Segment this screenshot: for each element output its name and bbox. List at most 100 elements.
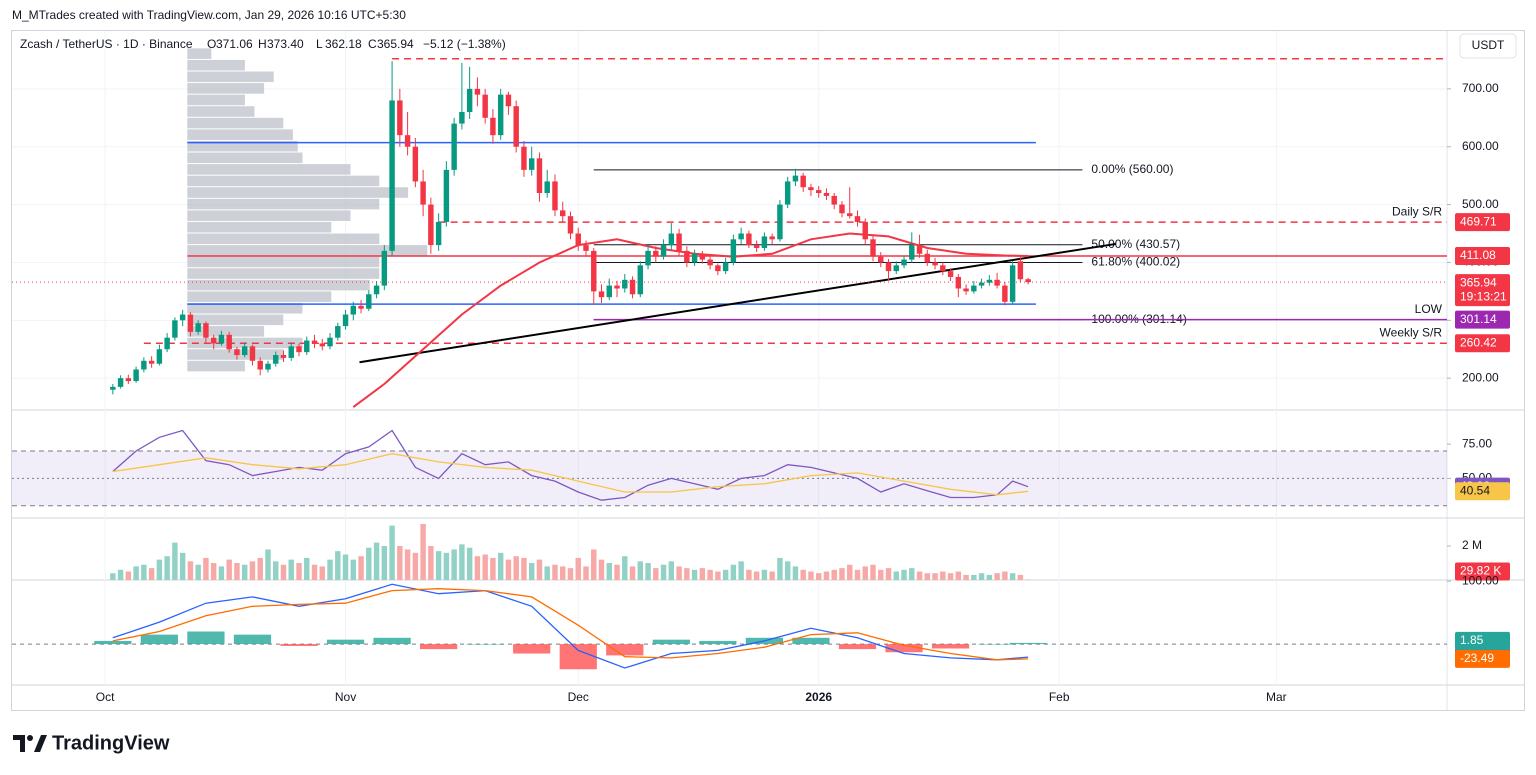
candle-body [164, 337, 170, 350]
y-tick-label: 200.00 [1462, 370, 1499, 384]
volume-bar [226, 559, 232, 580]
candle-body [916, 245, 923, 254]
histogram-bar [513, 644, 551, 654]
rsi-pane [12, 429, 1447, 507]
y-tick-label: 75.00 [1462, 436, 1492, 450]
ohlc-key: L [316, 37, 323, 51]
candle-body [335, 326, 341, 338]
candle-body [878, 256, 884, 263]
candle-body [179, 314, 186, 321]
volume-bar [505, 559, 512, 580]
volume-profile-bar [187, 279, 370, 291]
histogram-bar [606, 644, 644, 656]
volume-bar [1017, 574, 1024, 580]
indicator-line [112, 588, 1029, 661]
candle-body [459, 112, 465, 124]
volume-bar [381, 546, 388, 580]
volume-bar [629, 566, 636, 580]
volume-profile-bar [187, 360, 245, 372]
ohlc-value: 371.06 [216, 37, 253, 51]
volume-bar [901, 569, 907, 580]
trendline [359, 242, 1116, 364]
volume-bar [885, 568, 892, 580]
volume-bar [513, 556, 519, 580]
volume-profile-bar [187, 233, 380, 245]
last-price-tag: 365.94 [1460, 275, 1497, 289]
price-tag-bg [1455, 247, 1510, 266]
volume-bar [699, 568, 706, 580]
currency-button[interactable] [1459, 33, 1517, 59]
x-tick-label: 2026 [805, 690, 832, 704]
candle-body [753, 245, 760, 248]
candle-body [513, 106, 519, 147]
volume-bar [234, 563, 240, 580]
volume-bar [544, 566, 550, 580]
histogram-tag: 1.85 [1460, 633, 1484, 647]
volume-profile-bar [187, 314, 284, 326]
volume-bar [823, 571, 830, 580]
candle-body [1009, 265, 1016, 302]
volume-bar [777, 557, 783, 580]
volume-bar [342, 554, 349, 580]
candle-body [327, 337, 333, 347]
indicator-tag-bg [1455, 482, 1510, 501]
candle-body [800, 175, 806, 188]
candle-body [536, 158, 543, 194]
candle-body [606, 285, 612, 298]
histogram-bar [792, 637, 830, 645]
x-tick-label: Mar [1266, 690, 1287, 704]
candle-body [847, 213, 853, 217]
candle-body [730, 239, 737, 263]
x-tick-label: Dec [568, 690, 589, 704]
volume-profile-bar [187, 302, 303, 314]
volume-bar [435, 551, 442, 580]
candle-body [1025, 279, 1031, 283]
volume-bar [1025, 579, 1031, 580]
volume-bar [304, 557, 310, 580]
candle-body [653, 250, 659, 257]
volume-bar [940, 571, 946, 580]
volume-bar [839, 568, 845, 580]
candle-body [342, 314, 349, 327]
logo: TradingView [13, 732, 170, 754]
volume-pane [110, 523, 1031, 580]
logo-mark [34, 735, 47, 752]
candle-body [497, 94, 504, 136]
volume-profile-bar [187, 71, 274, 83]
candle-body [909, 245, 915, 260]
fib-label: 61.80% (400.02) [1091, 255, 1180, 269]
volume-bar [707, 569, 713, 580]
volume-bar [932, 573, 938, 580]
candle-body [156, 349, 163, 364]
indicator-tag: 40.54 [1460, 483, 1490, 497]
candle-body [629, 279, 636, 295]
candle-body [986, 279, 993, 283]
x-tick-label: Oct [96, 690, 115, 704]
price-tag: 260.42 [1460, 335, 1497, 349]
candle-body [435, 221, 442, 246]
volume-bar [955, 571, 962, 580]
candle-body [265, 363, 271, 370]
candle-body [148, 360, 155, 364]
volume-bar [862, 566, 868, 580]
volume-bar [653, 568, 659, 580]
currency[interactable]: USDT [1472, 38, 1505, 52]
histogram-bar [187, 631, 225, 645]
volume-bar [583, 566, 589, 580]
histogram-bar [931, 644, 970, 649]
volume-bar [389, 525, 395, 580]
candle-body [660, 245, 667, 257]
volume-bar [614, 564, 620, 580]
volume-bar [451, 549, 457, 580]
volume-bar [854, 569, 861, 580]
volume-bar [497, 552, 504, 580]
volume-bar [575, 557, 581, 580]
volume-bar [738, 561, 744, 580]
volume-bar [404, 549, 411, 580]
candle-body [172, 320, 178, 338]
volume-bar [878, 569, 884, 580]
volume-bar [645, 563, 651, 580]
volume-bar [598, 559, 605, 580]
histogram-bar [652, 639, 690, 645]
attribution: M_MTrades created with TradingView.com, … [12, 8, 406, 22]
